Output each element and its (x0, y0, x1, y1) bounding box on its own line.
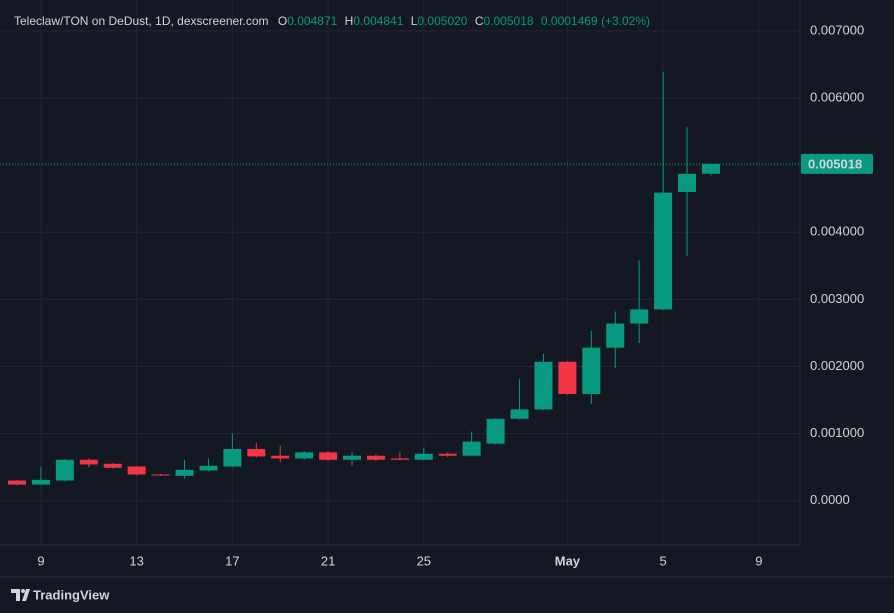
high-key: H (345, 14, 354, 28)
candles (0, 71, 800, 486)
open-value: 0.004871 (287, 14, 337, 28)
candle-body (247, 449, 266, 457)
y-tick-label: 0.004000 (810, 224, 864, 239)
low-key: L (411, 14, 418, 28)
candle-body (462, 441, 481, 456)
x-tick-label: 9 (755, 553, 762, 568)
candle-body (678, 173, 697, 192)
candle-body (319, 452, 338, 460)
last-price-label: 0.005018 (808, 156, 862, 171)
candle-body (199, 465, 218, 471)
candle-body (31, 479, 50, 485)
legend-header: Teleclaw/TON on DeDust, 1D, dexscreener.… (14, 14, 650, 28)
y-tick-label: 0.006000 (810, 89, 864, 104)
logo-dot (21, 589, 25, 593)
candle-body (654, 192, 673, 310)
last-price-badge (801, 153, 873, 174)
candle-body (630, 309, 649, 324)
pair-title: Teleclaw/TON on DeDust, 1D, dexscreener.… (14, 14, 269, 28)
candle-body (606, 323, 625, 348)
x-tick-label: 13 (129, 553, 143, 568)
close-value: 0.005018 (484, 14, 534, 28)
candle-body (295, 452, 314, 459)
change-value: 0.0001469 (+3.02%) (541, 14, 650, 28)
y-tick-label: 0.003000 (810, 291, 864, 306)
low-value: 0.005020 (417, 14, 467, 28)
high-value: 0.004841 (353, 14, 403, 28)
x-tick-label: 9 (37, 553, 44, 568)
candle-body (534, 361, 553, 410)
candle-body (151, 474, 170, 476)
candle-body (79, 459, 98, 465)
y-tick-label: 0.001000 (810, 425, 864, 440)
candle-body (103, 463, 122, 468)
x-tick-label: 17 (225, 553, 239, 568)
axes: 0.0000 0.001000 0.002000 0.003000 0.004000 0.… (37, 22, 873, 568)
x-tick-label: 21 (321, 553, 335, 568)
candle-body (510, 409, 529, 419)
candle-body (55, 459, 74, 481)
candle-body (438, 453, 457, 456)
candle-body (127, 466, 146, 475)
tradingview-logo: TradingView (11, 587, 110, 602)
close-key: C (475, 14, 484, 28)
logo-mark (11, 589, 30, 601)
x-tick-label: May (555, 553, 581, 568)
y-tick-label: 0.007000 (810, 22, 864, 37)
candle-body (701, 163, 720, 174)
x-tick-label: 25 (417, 553, 431, 568)
candle-body (343, 455, 362, 460)
candle-body (414, 453, 433, 460)
candle-body (366, 455, 385, 460)
candle-body (558, 361, 577, 394)
y-tick-label: 0.0000 (810, 492, 850, 507)
y-tick-label: 0.002000 (810, 358, 864, 373)
candle-body (582, 347, 601, 394)
candle-body (175, 469, 194, 476)
candle-body (223, 449, 242, 467)
candle-body (486, 418, 505, 444)
candle-body (8, 480, 26, 485)
brand: TradingView (33, 587, 110, 602)
candle-body (390, 458, 409, 460)
x-tick-label: 5 (659, 553, 666, 568)
candle-body (271, 455, 290, 459)
open-key: O (278, 14, 287, 28)
